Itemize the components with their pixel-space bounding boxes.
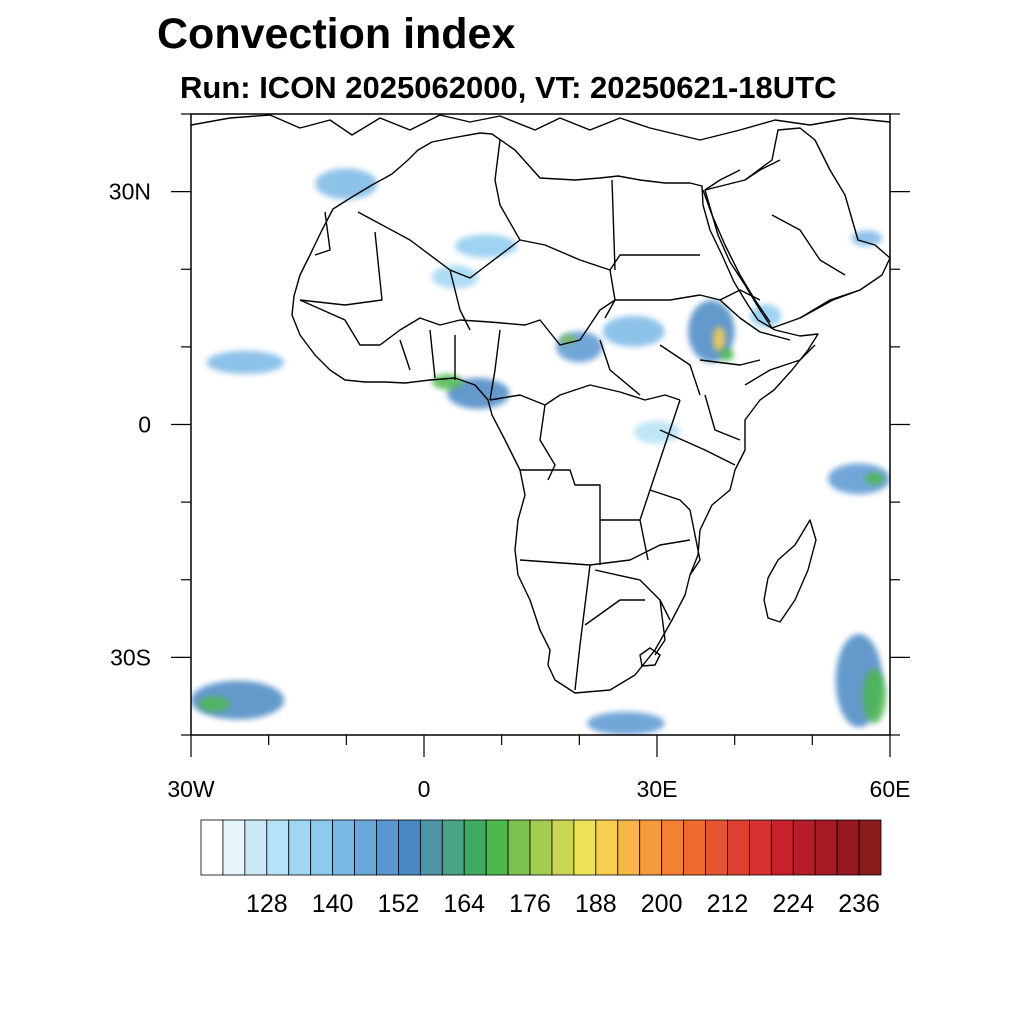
colorbar bbox=[200, 819, 882, 876]
colorbar-swatch bbox=[748, 819, 772, 876]
colorbar-swatch bbox=[639, 819, 663, 876]
arabian-peninsula-coastline bbox=[704, 127, 890, 329]
red-sea-outline bbox=[702, 189, 771, 323]
colorbar-swatch bbox=[617, 819, 641, 876]
convection-cell bbox=[198, 696, 230, 712]
colorbar-swatch bbox=[792, 819, 816, 876]
colorbar-label: 140 bbox=[312, 890, 354, 918]
colorbar-label: 236 bbox=[838, 890, 880, 918]
colorbar-swatch bbox=[398, 819, 421, 876]
lon-tick-label: 30E bbox=[637, 776, 678, 802]
country-borders-north bbox=[299, 139, 700, 331]
colorbar-labels: 128 140 152 164 176 188 200 212 224 236 bbox=[246, 890, 880, 918]
colorbar-swatch bbox=[770, 819, 794, 876]
colorbar-swatch bbox=[200, 819, 224, 876]
colorbar-swatch bbox=[332, 819, 355, 876]
europe-coastline bbox=[191, 114, 890, 141]
country-borders-south bbox=[519, 469, 701, 691]
colorbar-swatch bbox=[441, 819, 465, 876]
colorbar-swatch bbox=[858, 819, 882, 876]
colorbar-swatch bbox=[551, 819, 575, 876]
madagascar-coastline bbox=[763, 519, 817, 623]
colorbar-swatch bbox=[661, 819, 684, 876]
horn-borders bbox=[719, 289, 816, 386]
colorbar-swatch bbox=[419, 819, 443, 876]
middle-east-borders bbox=[704, 159, 861, 319]
convection-cell bbox=[633, 420, 681, 444]
lon-tick-label: 60E bbox=[870, 776, 911, 802]
convection-cell bbox=[206, 350, 285, 375]
colorbar-swatch bbox=[727, 819, 750, 876]
colorbar-swatch bbox=[244, 819, 268, 876]
colorbar-swatch bbox=[507, 819, 531, 876]
convection-cell bbox=[862, 669, 887, 724]
colorbar-swatch bbox=[705, 819, 728, 876]
convection-cell bbox=[712, 326, 726, 352]
map-frame bbox=[190, 113, 891, 736]
lat-tick-label: 30N bbox=[109, 179, 151, 205]
lesotho-border bbox=[639, 647, 661, 667]
africa-coastline bbox=[291, 132, 819, 694]
convection-cell bbox=[719, 348, 734, 361]
map-title: Convection index bbox=[157, 10, 516, 58]
colorbar-swatch bbox=[683, 819, 706, 876]
convection-cell bbox=[455, 234, 518, 258]
colorbar-swatch bbox=[485, 819, 509, 876]
colorbar-swatch bbox=[573, 819, 597, 876]
colorbar-swatch bbox=[266, 819, 290, 876]
convection-field bbox=[191, 168, 890, 735]
colorbar-swatch bbox=[814, 819, 838, 876]
map-subtitle: Run: ICON 2025062000, VT: 20250621-18UTC bbox=[180, 70, 837, 105]
convection-cell bbox=[827, 463, 890, 495]
longitude-axis: 30W 0 30E 60E bbox=[167, 735, 911, 802]
convection-cell bbox=[315, 168, 378, 200]
country-borders bbox=[191, 114, 890, 694]
country-borders-sahel bbox=[299, 294, 761, 401]
convection-cell bbox=[447, 377, 510, 409]
colorbar-label: 200 bbox=[641, 890, 683, 918]
colorbar-swatch bbox=[376, 819, 399, 876]
convection-cell bbox=[865, 472, 884, 486]
colorbar-swatch bbox=[222, 819, 246, 876]
colorbar-label: 212 bbox=[707, 890, 749, 918]
colorbar-swatch bbox=[529, 819, 553, 876]
lon-tick-label: 0 bbox=[418, 776, 431, 802]
colorbar-swatch bbox=[310, 819, 334, 876]
colorbar-label: 128 bbox=[246, 890, 288, 918]
colorbar-swatch bbox=[463, 819, 487, 876]
latitude-axis: 30N 0 30S bbox=[109, 113, 910, 736]
convection-cell bbox=[602, 315, 665, 347]
convection-cell bbox=[587, 711, 665, 735]
colorbar-label: 164 bbox=[443, 890, 485, 918]
lat-tick-label: 30S bbox=[110, 644, 151, 670]
colorbar-label: 188 bbox=[575, 890, 617, 918]
country-borders-central bbox=[489, 339, 761, 491]
convection-cell bbox=[431, 374, 463, 390]
colorbar-label: 152 bbox=[378, 890, 420, 918]
colorbar-label: 176 bbox=[509, 890, 551, 918]
colorbar-swatch bbox=[595, 819, 619, 876]
convection-cell bbox=[431, 265, 479, 289]
lon-tick-label: 30W bbox=[167, 776, 215, 802]
convection-cell bbox=[851, 230, 883, 246]
colorbar-swatch bbox=[288, 819, 312, 876]
colorbar-swatch bbox=[354, 819, 377, 876]
lat-tick-label: 0 bbox=[138, 412, 151, 438]
colorbar-swatch bbox=[836, 819, 860, 876]
colorbar-label: 224 bbox=[772, 890, 814, 918]
